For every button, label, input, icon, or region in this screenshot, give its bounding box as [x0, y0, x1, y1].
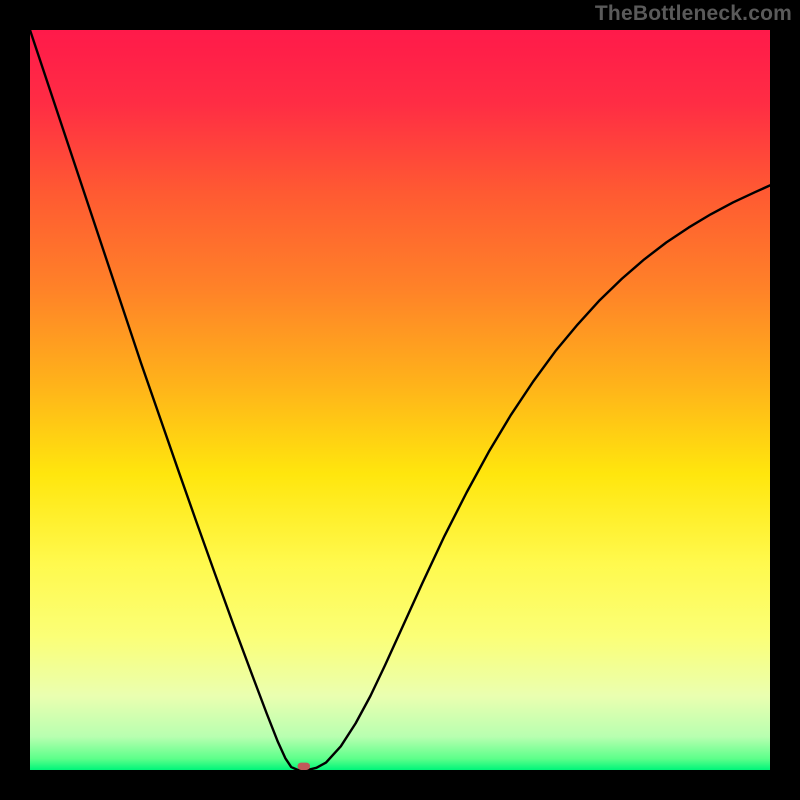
watermark-text: TheBottleneck.com: [595, 2, 792, 26]
chart-container: TheBottleneck.com: [0, 0, 800, 800]
plot-background: [30, 30, 770, 770]
bottleneck-chart: [0, 0, 800, 800]
optimal-point-marker: [298, 763, 311, 770]
